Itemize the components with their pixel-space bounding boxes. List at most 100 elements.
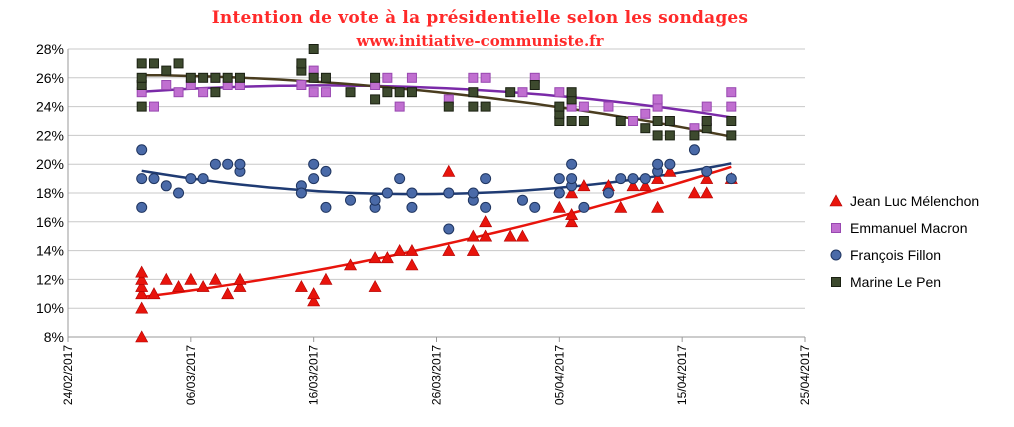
- marker-marine-le-pen: [554, 101, 565, 112]
- y-tick-label: 22%: [36, 127, 64, 143]
- marker-francois-fillon: [308, 173, 320, 185]
- marker-jean-luc-melenchon: [184, 272, 198, 285]
- marker-emmanuel-macron: [603, 101, 614, 112]
- x-tick-label: 05/04/2017: [552, 345, 566, 405]
- marker-francois-fillon: [443, 223, 455, 235]
- marker-francois-fillon: [639, 173, 651, 185]
- marker-marine-le-pen: [173, 58, 184, 69]
- marker-francois-fillon: [664, 158, 676, 170]
- marker-jean-luc-melenchon: [172, 279, 186, 292]
- marker-francois-fillon: [222, 158, 234, 170]
- marker-jean-luc-melenchon: [479, 229, 493, 242]
- marker-jean-luc-melenchon: [405, 258, 419, 271]
- marker-marine-le-pen: [652, 116, 663, 126]
- marker-marine-le-pen: [148, 58, 159, 69]
- marker-marine-le-pen: [578, 116, 589, 126]
- legend-marker: [830, 249, 842, 261]
- marker-jean-luc-melenchon: [319, 272, 333, 285]
- legend-label: Marine Le Pen: [850, 274, 941, 290]
- marker-marine-le-pen: [443, 101, 454, 112]
- marker-marine-le-pen: [308, 44, 319, 54]
- marker-francois-fillon: [173, 187, 185, 199]
- marker-francois-fillon: [578, 201, 590, 213]
- marker-marine-le-pen: [640, 123, 651, 134]
- marker-marine-le-pen: [394, 87, 405, 98]
- marker-emmanuel-macron: [468, 72, 479, 83]
- y-tick-label: 10%: [36, 300, 64, 316]
- legend-label: Emmanuel Macron: [850, 220, 968, 236]
- x-tick-label: 26/03/2017: [430, 345, 444, 405]
- marker-jean-luc-melenchon: [380, 251, 394, 264]
- marker-francois-fillon: [615, 173, 627, 185]
- x-tick-label: 24/02/2017: [61, 345, 75, 405]
- marker-jean-luc-melenchon: [135, 265, 149, 278]
- marker-emmanuel-macron: [308, 87, 319, 98]
- marker-marine-le-pen: [370, 94, 381, 105]
- marker-jean-luc-melenchon: [233, 279, 247, 292]
- marker-jean-luc-melenchon: [466, 229, 480, 242]
- marker-francois-fillon: [406, 201, 418, 213]
- marker-jean-luc-melenchon: [135, 330, 149, 343]
- marker-marine-le-pen: [210, 72, 221, 83]
- marker-francois-fillon: [381, 187, 393, 199]
- marker-marine-le-pen: [480, 101, 491, 112]
- marker-marine-le-pen: [161, 65, 172, 76]
- marker-jean-luc-melenchon: [307, 294, 321, 307]
- marker-francois-fillon: [160, 180, 172, 192]
- marker-francois-fillon: [394, 173, 406, 185]
- marker-francois-fillon: [148, 173, 160, 185]
- marker-francois-fillon: [467, 187, 479, 199]
- marker-emmanuel-macron: [578, 101, 589, 112]
- marker-jean-luc-melenchon: [393, 243, 407, 256]
- marker-jean-luc-melenchon: [135, 279, 149, 292]
- axes: 8% 10% 12% 14% 16% 18% 20% 22% 24% 26% 28% 24/02/20…: [36, 41, 812, 405]
- marker-jean-luc-melenchon: [515, 229, 529, 242]
- marker-francois-fillon: [406, 187, 418, 199]
- marker-francois-fillon: [529, 201, 541, 213]
- marker-francois-fillon: [197, 173, 209, 185]
- marker-marine-le-pen: [406, 87, 417, 98]
- marker-jean-luc-melenchon: [221, 287, 235, 300]
- marker-jean-luc-melenchon: [208, 272, 222, 285]
- marker-francois-fillon: [320, 201, 332, 213]
- marker-francois-fillon: [725, 173, 737, 185]
- marker-jean-luc-melenchon: [159, 272, 173, 285]
- marker-francois-fillon: [234, 158, 246, 170]
- chart-subtitle: www.initiative-communiste.fr: [356, 32, 604, 50]
- y-tick-label: 26%: [36, 70, 64, 86]
- marker-jean-luc-melenchon: [552, 200, 566, 213]
- marker-emmanuel-macron: [148, 101, 159, 112]
- y-tick-label: 14%: [36, 243, 64, 259]
- legend-marker: [831, 277, 841, 287]
- marker-jean-luc-melenchon: [344, 258, 358, 271]
- marker-francois-fillon: [308, 158, 320, 170]
- marker-marine-le-pen: [198, 72, 209, 83]
- marker-jean-luc-melenchon: [479, 215, 493, 228]
- y-tick-label: 8%: [44, 329, 64, 345]
- marker-marine-le-pen: [468, 87, 479, 98]
- marker-jean-luc-melenchon: [233, 272, 247, 285]
- legend: Jean Luc Mélenchon Emmanuel Macron Françoi…: [829, 193, 979, 290]
- marker-marine-le-pen: [234, 72, 245, 83]
- marker-marine-le-pen: [136, 72, 147, 83]
- y-tick-label: 20%: [36, 156, 64, 172]
- marker-francois-fillon: [566, 158, 578, 170]
- marker-marine-le-pen: [210, 87, 221, 98]
- marker-francois-fillon: [627, 173, 639, 185]
- marker-marine-le-pen: [308, 72, 319, 83]
- x-tick-label: 16/03/2017: [307, 345, 321, 405]
- marker-francois-fillon: [516, 194, 528, 206]
- marker-jean-luc-melenchon: [687, 186, 701, 199]
- marker-marine-le-pen: [370, 72, 381, 83]
- marker-marine-le-pen: [468, 101, 479, 112]
- marker-jean-luc-melenchon: [135, 287, 149, 300]
- marker-emmanuel-macron: [517, 87, 528, 98]
- marker-marine-le-pen: [136, 58, 147, 69]
- marker-francois-fillon: [443, 187, 455, 199]
- y-tick-label: 24%: [36, 99, 64, 115]
- marker-francois-fillon: [602, 187, 614, 199]
- legend-marker: [831, 223, 841, 233]
- marker-francois-fillon: [688, 144, 700, 156]
- marker-marine-le-pen: [615, 116, 626, 126]
- marker-marine-le-pen: [664, 116, 675, 126]
